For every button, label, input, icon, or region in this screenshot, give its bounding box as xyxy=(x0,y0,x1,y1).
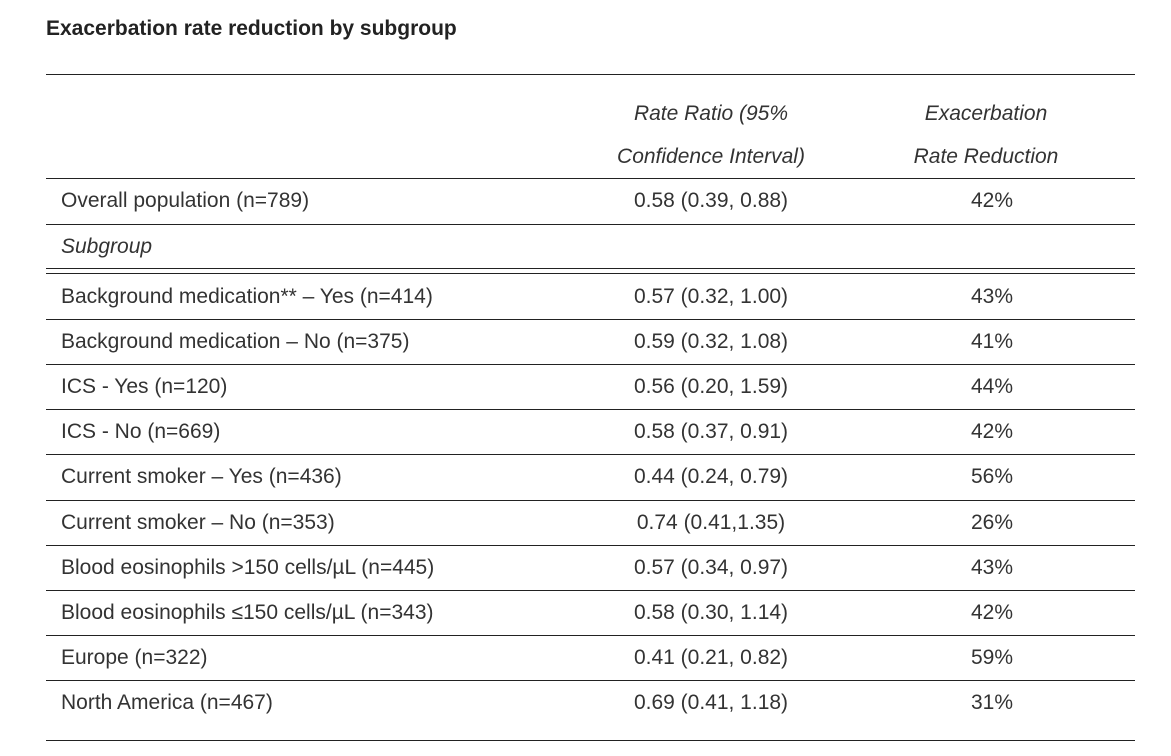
row-rate-ratio: 0.58 (0.30, 1.14) xyxy=(633,600,789,624)
row-label: ICS - Yes (n=120) xyxy=(61,375,228,399)
row-rate-reduction: 26% xyxy=(970,510,1014,534)
table-row: North America (n=467) 0.69 (0.41, 1.18) 31… xyxy=(46,681,1135,725)
row-label: Current smoker – No (n=353) xyxy=(61,510,335,534)
table-row: Europe (n=322) 0.41 (0.21, 0.82) 59% xyxy=(46,636,1135,680)
subgroup-heading: Subgroup xyxy=(61,235,153,258)
row-label: Current smoker – Yes (n=436) xyxy=(61,465,342,489)
table-row: Current smoker – No (n=353) 0.74 (0.41,1.… xyxy=(46,501,1135,545)
row-rate-reduction: 42% xyxy=(970,189,1014,212)
row-rule xyxy=(46,544,1135,546)
table-bottom-rule xyxy=(46,740,1135,741)
row-rate-ratio: 0.59 (0.32, 1.08) xyxy=(633,330,789,354)
row-label: ICS - No (n=669) xyxy=(61,420,221,444)
row-rate-ratio: 0.74 (0.41,1.35) xyxy=(636,510,786,534)
double-rule-lower xyxy=(46,273,1135,274)
row-label: Blood eosinophils ≤150 cells/µL (n=343) xyxy=(61,600,434,624)
row-label: Background medication – No (n=375) xyxy=(61,330,410,354)
row-rule xyxy=(46,454,1135,456)
row-rate-reduction: 59% xyxy=(970,645,1014,669)
row-rate-reduction: 43% xyxy=(970,555,1014,579)
row-rate-reduction: 43% xyxy=(970,285,1014,308)
row-rate-ratio: 0.58 (0.37, 0.91) xyxy=(633,420,789,444)
header-rate-ratio-line1: Rate Ratio (95% xyxy=(633,102,789,125)
row-rule xyxy=(46,634,1135,636)
row-rate-ratio: 0.57 (0.34, 0.97) xyxy=(633,555,789,579)
header-reduction-line2: Rate Reduction xyxy=(913,145,1059,168)
row-label: Blood eosinophils >150 cells/µL (n=445) xyxy=(61,555,435,579)
row-rate-reduction: 31% xyxy=(970,690,1014,714)
double-rule-upper xyxy=(46,268,1135,269)
table-row-overall: Overall population (n=789) 0.58 (0.39, 0… xyxy=(46,179,1135,223)
row-label: North America (n=467) xyxy=(61,690,273,714)
row-rate-reduction: 44% xyxy=(970,375,1014,399)
row-label: Europe (n=322) xyxy=(61,645,208,669)
table-row: Blood eosinophils >150 cells/µL (n=445) 0… xyxy=(46,546,1135,590)
table-top-rule xyxy=(46,74,1135,75)
header-rule xyxy=(46,178,1135,179)
table-row: Background medication – No (n=375) 0.59 (… xyxy=(46,320,1135,364)
header-reduction-line1: Exacerbation xyxy=(924,102,1048,125)
table-row-subgroup-heading: Subgroup xyxy=(46,225,1135,269)
row-rule xyxy=(46,364,1135,366)
table-title: Exacerbation rate reduction by subgroup xyxy=(46,17,457,40)
table-row: ICS - No (n=669) 0.58 (0.37, 0.91) 42% xyxy=(46,410,1135,454)
row-rate-ratio: 0.58 (0.39, 0.88) xyxy=(633,189,789,212)
row-label: Overall population (n=789) xyxy=(61,189,310,212)
table-row: Background medication** – Yes (n=414) 0.5… xyxy=(46,275,1135,319)
row-rule xyxy=(46,589,1135,591)
row-rule xyxy=(46,319,1135,321)
table-row: Blood eosinophils ≤150 cells/µL (n=343) 0… xyxy=(46,591,1135,635)
table-row: ICS - Yes (n=120) 0.56 (0.20, 1.59) 44% xyxy=(46,365,1135,409)
row-rate-ratio: 0.44 (0.24, 0.79) xyxy=(633,465,789,489)
row-rule xyxy=(46,679,1135,681)
header-rate-ratio-line2: Confidence Interval) xyxy=(617,145,805,168)
row-rule xyxy=(46,499,1135,501)
row-rule xyxy=(46,409,1135,411)
row-rate-reduction: 56% xyxy=(970,465,1014,489)
row-label: Background medication** – Yes (n=414) xyxy=(61,285,433,308)
row-rate-ratio: 0.56 (0.20, 1.59) xyxy=(633,375,789,399)
row-rate-ratio: 0.41 (0.21, 0.82) xyxy=(633,645,789,669)
row-rate-reduction: 41% xyxy=(970,330,1014,354)
row-rate-reduction: 42% xyxy=(970,600,1014,624)
row-rate-ratio: 0.69 (0.41, 1.18) xyxy=(633,690,789,714)
row-rate-ratio: 0.57 (0.32, 1.00) xyxy=(633,285,789,308)
row-rule xyxy=(46,224,1135,225)
table-row: Current smoker – Yes (n=436) 0.44 (0.24, … xyxy=(46,455,1135,499)
row-rate-reduction: 42% xyxy=(970,420,1014,444)
